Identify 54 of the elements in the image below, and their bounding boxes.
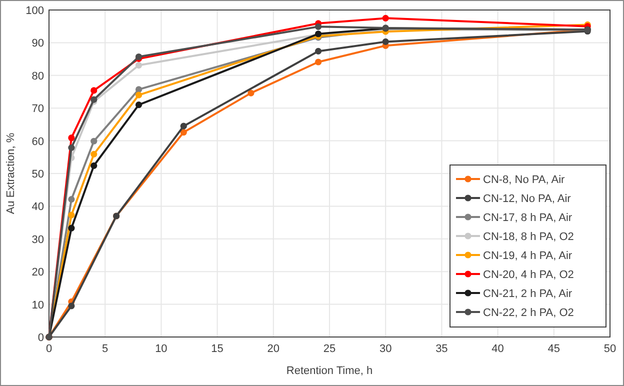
point [135, 62, 142, 69]
x-tick-label: 10 [155, 343, 168, 355]
y-tick-label: 10 [32, 299, 44, 312]
point [68, 144, 75, 151]
point [68, 302, 75, 310]
x-tick-label: 15 [211, 343, 224, 355]
y-axis-title: Au Extraction, % [5, 132, 17, 214]
point [135, 102, 142, 108]
x-tick-label: 35 [436, 343, 448, 355]
point [314, 58, 322, 66]
point [90, 150, 98, 158]
y-tick-label: 30 [32, 234, 44, 246]
point [382, 38, 389, 46]
x-tick-label: 30 [379, 343, 392, 355]
y-tick-label: 20 [32, 266, 44, 279]
legend-label: CN-21, 2 h PA, Air [483, 288, 572, 300]
point [180, 129, 187, 136]
legend-label: CN-20, 4 h PA, O2 [483, 269, 574, 281]
x-tick-label: 50 [604, 343, 616, 355]
y-tick-label: 40 [32, 201, 44, 214]
x-tick-label: 20 [267, 343, 280, 355]
y-tick-label: 0 [38, 332, 44, 344]
point [135, 86, 142, 93]
legend-label: CN-17, 8 h PA, Air [483, 212, 572, 224]
point [68, 196, 75, 203]
y-tick-label: 80 [32, 70, 44, 82]
point [135, 92, 142, 98]
legend-label: CN-8, No PA, Air [483, 174, 566, 186]
x-axis-title: Retention Time, h [286, 365, 373, 377]
y-tick-label: 70 [32, 103, 44, 116]
point [68, 224, 75, 232]
point [90, 162, 98, 169]
x-tick-label: 40 [492, 343, 504, 355]
point [68, 134, 75, 142]
legend-label: CN-12, No PA, Air [483, 193, 572, 205]
y-tick-label: 60 [32, 136, 44, 148]
point [382, 14, 389, 22]
y-tick-label: 90 [32, 38, 44, 50]
x-tick-label: 0 [46, 343, 52, 355]
point [314, 23, 322, 30]
point [180, 122, 187, 130]
legend-label: CN-19, 4 h PA, Air [483, 250, 572, 262]
point [90, 87, 98, 94]
point [314, 48, 322, 54]
legend-label: CN-18, 8 h PA, O2 [483, 231, 574, 243]
x-tick-label: 45 [548, 343, 560, 355]
point [68, 212, 75, 218]
y-tick-label: 50 [32, 168, 44, 180]
point [248, 90, 254, 96]
y-tick-label: 100 [26, 5, 44, 17]
legend-label: CN-22, 2 h PA, O2 [483, 307, 574, 319]
x-tick-label: 25 [323, 343, 336, 355]
x-tick-label: 5 [102, 343, 108, 355]
point [90, 138, 98, 144]
